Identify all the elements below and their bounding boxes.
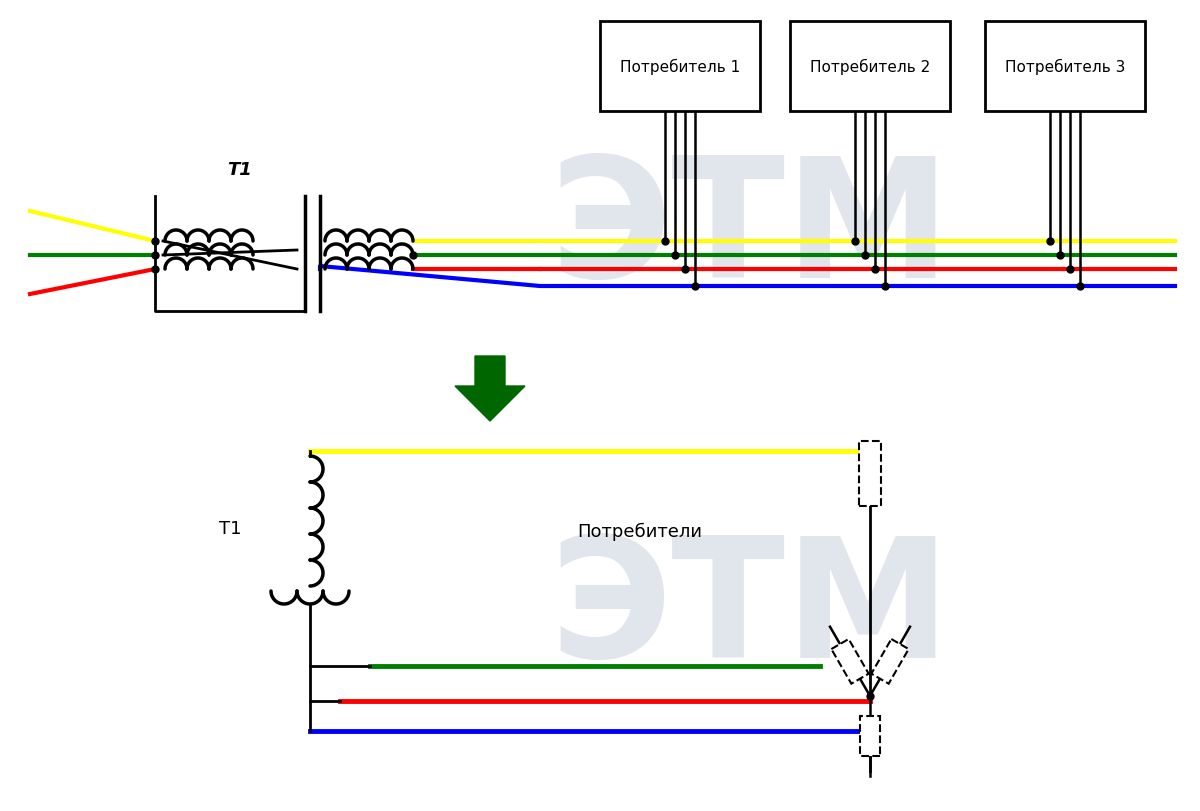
Text: ЭТМ: ЭТМ [550, 150, 950, 313]
Polygon shape [455, 357, 526, 422]
Polygon shape [832, 639, 869, 684]
Polygon shape [860, 716, 880, 756]
Text: Потребитель 1: Потребитель 1 [620, 59, 740, 75]
Bar [859, 441, 881, 506]
Text: ЭТМ: ЭТМ [550, 530, 950, 693]
Polygon shape [871, 639, 908, 684]
Text: Потребитель 2: Потребитель 2 [810, 59, 930, 75]
Text: Потребители: Потребители [577, 522, 702, 540]
Bar [985, 22, 1145, 112]
Bar [790, 22, 950, 112]
Bar [600, 22, 760, 112]
Text: T1: T1 [228, 161, 252, 178]
Text: Потребитель 3: Потребитель 3 [1004, 59, 1126, 75]
Text: T1: T1 [218, 519, 241, 538]
